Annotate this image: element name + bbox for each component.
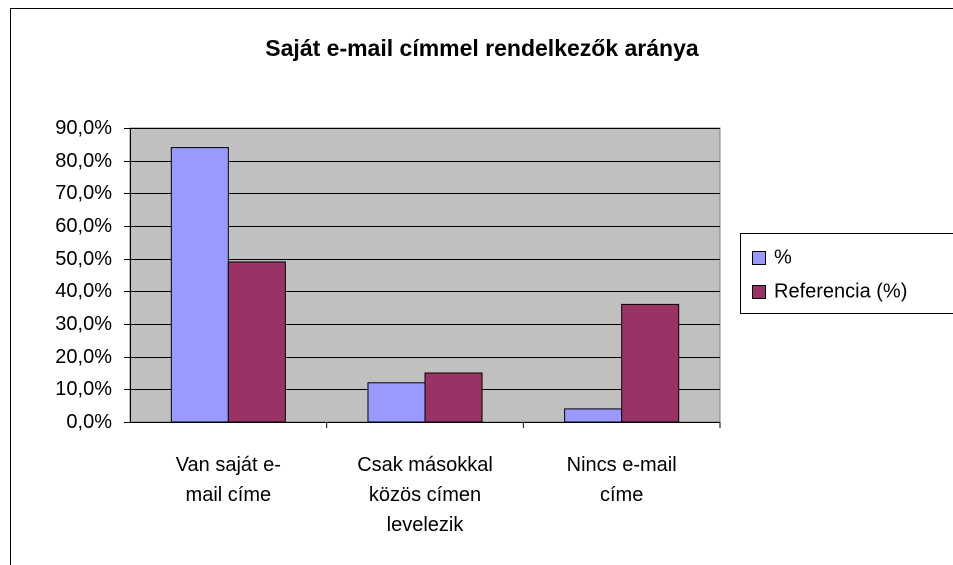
bar: [424, 372, 483, 423]
y-tick-label: 90,0%: [55, 117, 112, 139]
bar: [170, 147, 229, 423]
bar: [564, 408, 623, 423]
chart-border: [10, 8, 953, 565]
y-tick-label: 50,0%: [55, 248, 112, 270]
x-tick-label: Csak másokkal közös címen levelezik: [357, 454, 493, 536]
x-tick-label: Nincs e-mail címe: [566, 454, 677, 506]
chart-title: Saját e-mail címmel rendelkezők aránya: [265, 35, 699, 61]
y-tick-label: 30,0%: [55, 313, 112, 335]
y-tick-label: 60,0%: [55, 215, 112, 237]
y-tick-label: 80,0%: [55, 150, 112, 172]
y-tick-label: 70,0%: [55, 182, 112, 204]
bar: [367, 382, 426, 423]
y-tick-label: 0,0%: [66, 411, 112, 433]
legend-label: Referencia (%): [774, 280, 907, 302]
legend-swatch: [752, 251, 766, 265]
bar: [227, 261, 286, 423]
y-tick-label: 10,0%: [55, 378, 112, 400]
y-tick-label: 20,0%: [55, 346, 112, 368]
legend: [740, 233, 953, 314]
bar: [621, 303, 680, 423]
y-tick-label: 40,0%: [55, 280, 112, 302]
legend-label: %: [774, 246, 792, 268]
x-tick-label: Van saját e-mail címe: [175, 454, 281, 506]
legend-swatch: [752, 285, 766, 299]
